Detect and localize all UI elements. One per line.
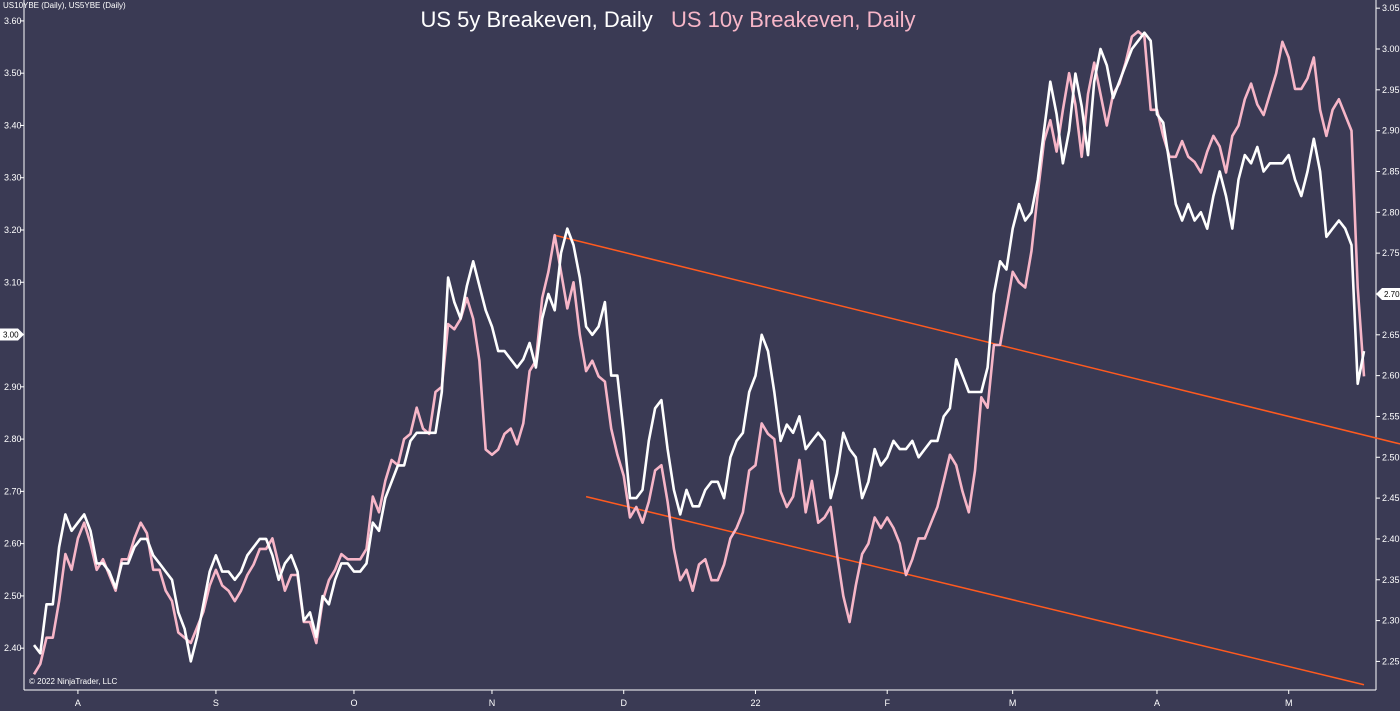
x-tick-label: F [884, 698, 890, 708]
x-tick-label: A [75, 698, 81, 708]
title-10y: US 10y Breakeven, Daily [671, 7, 916, 32]
title-5y: US 5y Breakeven, Daily [420, 7, 652, 32]
left-tick-label: 3.30 [4, 173, 22, 183]
left-tick-label: 3.50 [4, 68, 22, 78]
right-tick-label: 2.75 [1382, 248, 1400, 258]
left-tick-label: 3.20 [4, 225, 22, 235]
copyright-label: © 2022 NinjaTrader, LLC [29, 677, 118, 686]
x-tick-label: 22 [750, 698, 760, 708]
right-tick-label: 2.50 [1382, 452, 1400, 462]
right-tick-label: 2.85 [1382, 166, 1400, 176]
trendlines [554, 234, 1400, 686]
left-tick-label: 3.60 [4, 16, 22, 26]
right-tick-label: 2.80 [1382, 207, 1400, 217]
x-tick-label: D [620, 698, 627, 708]
x-tick-label: O [350, 698, 357, 708]
right-tick-label: 2.55 [1382, 411, 1400, 421]
x-tick-label: A [1154, 698, 1160, 708]
left-tick-label: 3.10 [4, 277, 22, 287]
left-tick-label: 3.40 [4, 120, 22, 130]
right-value-marker [1376, 287, 1400, 300]
right-tick-label: 2.45 [1382, 493, 1400, 503]
x-axis: A S O N D 22 F M A M [24, 689, 1376, 708]
right-tick-label: 2.60 [1382, 371, 1400, 381]
x-tick-label: S [213, 698, 219, 708]
x-tick-label: N [489, 698, 496, 708]
instrument-label: US10YBE (Daily), US5YBE (Daily) [3, 1, 126, 10]
right-tick-label: 2.95 [1382, 85, 1400, 95]
x-tick-label: M [1009, 698, 1017, 708]
x-tick-label: M [1285, 698, 1293, 708]
right-tick-label: 2.35 [1382, 575, 1400, 585]
left-tick-label: 2.70 [4, 486, 22, 496]
left-value-marker [0, 328, 24, 341]
right-value-marker-label: 2.70 [1384, 290, 1400, 299]
right-tick-label: 3.00 [1382, 44, 1400, 54]
chart-title: US 5y Breakeven, Daily US 10y Breakeven,… [420, 7, 915, 32]
left-tick-label: 2.90 [4, 382, 22, 392]
left-tick-label: 2.60 [4, 539, 22, 549]
right-tick-label: 2.65 [1382, 330, 1400, 340]
trendline-1 [554, 234, 1400, 445]
left-axis: 2.40 2.50 2.60 2.70 2.80 2.90 3.00 3.10 3.20 3.30… [4, 0, 25, 690]
left-tick-label: 2.80 [4, 434, 22, 444]
right-tick-label: 2.90 [1382, 126, 1400, 136]
left-tick-label: 2.50 [4, 591, 22, 601]
right-axis: 2.25 2.30 2.35 2.40 2.45 2.50 2.55 2.60 2.65 2.70… [1375, 0, 1400, 690]
right-tick-label: 2.40 [1382, 534, 1400, 544]
trendline-2 [585, 495, 1365, 686]
right-tick-label: 2.25 [1382, 656, 1400, 666]
right-tick-label: 3.05 [1382, 3, 1400, 13]
axis-markers: 3.00 2.70 [0, 287, 1400, 341]
left-tick-label: 2.40 [4, 643, 22, 653]
left-value-marker-label: 3.00 [3, 331, 19, 340]
right-tick-label: 2.30 [1382, 616, 1400, 626]
series-layer [32, 30, 1366, 675]
series-5y-line [32, 31, 1366, 663]
